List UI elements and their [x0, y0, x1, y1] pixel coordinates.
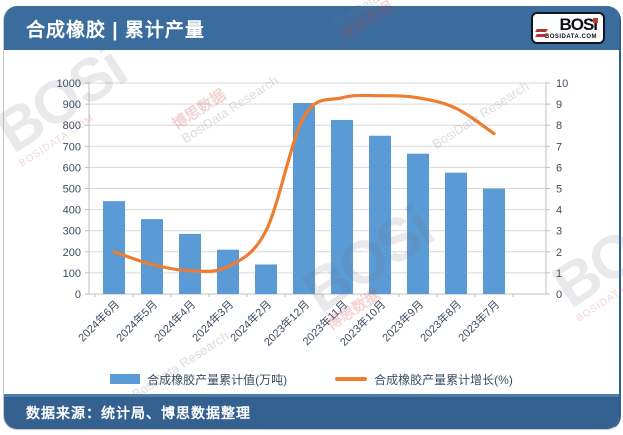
left-axis-tick-label: 500 — [63, 184, 81, 196]
left-axis-tick-label: 400 — [63, 205, 81, 217]
footer-bar: 数据来源：统计局、博思数据整理 — [4, 394, 619, 429]
logo-wordmark: BOSi — [559, 15, 598, 34]
left-axis-tick-label: 800 — [63, 120, 81, 132]
legend-item-production: 合成橡胶产量累计值(万吨) — [110, 371, 287, 388]
right-axis-tick-label: 1 — [556, 268, 562, 280]
right-axis-tick-label: 5 — [556, 184, 562, 196]
bar — [407, 153, 429, 294]
legend-label: 合成橡胶产量累计增长(%) — [374, 372, 513, 387]
x-axis-label: 2023年7月 — [455, 297, 502, 344]
right-axis-tick-label: 3 — [556, 226, 562, 238]
logo-red-dot-icon — [593, 18, 598, 23]
bar — [483, 188, 505, 294]
right-axis-tick-label: 7 — [556, 141, 562, 153]
bar — [217, 249, 239, 294]
report-card: 合成橡胶 | 累计产量 BOSi BOSIDATA.COM 0 100 200 300… — [3, 6, 621, 430]
line-series-swatch-icon — [335, 377, 368, 381]
chart-area: 0 100 200 300 400 500 600 700 800 900 1000 0 1 2 3 4 5 6 7… — [4, 53, 619, 368]
page-title: 合成橡胶 | 累计产量 — [26, 19, 205, 41]
right-axis-tick-label: 9 — [556, 99, 562, 111]
logo-stripe-icon — [535, 34, 548, 37]
right-axis-tick-label: 6 — [556, 162, 562, 174]
legend-label: 合成橡胶产量累计值(万吨) — [147, 372, 288, 387]
bar — [141, 219, 163, 294]
chart-legend: 合成橡胶产量累计值(万吨) 合成橡胶产量累计增长(%) — [4, 368, 619, 390]
bar — [445, 172, 467, 294]
bar — [369, 135, 391, 294]
legend-item-growth: 合成橡胶产量累计增长(%) — [335, 371, 513, 388]
left-axis-tick-label: 700 — [63, 141, 81, 153]
logo-site-label: BOSIDATA.COM — [544, 34, 597, 40]
right-axis-tick-label: 0 — [556, 289, 562, 301]
left-axis-tick-label: 0 — [75, 289, 81, 301]
bar — [103, 201, 125, 294]
bar — [179, 233, 201, 294]
right-axis-tick-label: 8 — [556, 120, 562, 132]
left-axis-tick-label: 100 — [63, 268, 81, 280]
logo-stripe-icon — [535, 29, 548, 32]
right-axis-tick-label: 2 — [556, 247, 562, 259]
header-bar: 合成橡胶 | 累计产量 BOSi BOSIDATA.COM — [4, 6, 619, 53]
left-axis-tick-label: 300 — [63, 226, 81, 238]
left-axis-tick-label: 200 — [63, 247, 81, 259]
bosidata-logo: BOSi BOSIDATA.COM — [531, 12, 605, 44]
right-axis-tick-label: 4 — [556, 205, 562, 217]
left-axis-tick-label: 1000 — [57, 78, 81, 90]
bar-series-swatch-icon — [110, 374, 141, 384]
bar — [293, 103, 315, 294]
right-axis-tick-label: 10 — [556, 78, 568, 90]
bar — [255, 264, 277, 294]
data-source-label: 数据来源：统计局、博思数据整理 — [26, 405, 251, 421]
left-axis-tick-label: 600 — [63, 162, 81, 174]
chart-svg: 0 100 200 300 400 500 600 700 800 900 1000 0 1 2 3 4 5 6 7… — [57, 78, 569, 349]
bar — [331, 119, 353, 294]
left-axis-tick-label: 900 — [63, 99, 81, 111]
growth-line — [112, 93, 496, 273]
